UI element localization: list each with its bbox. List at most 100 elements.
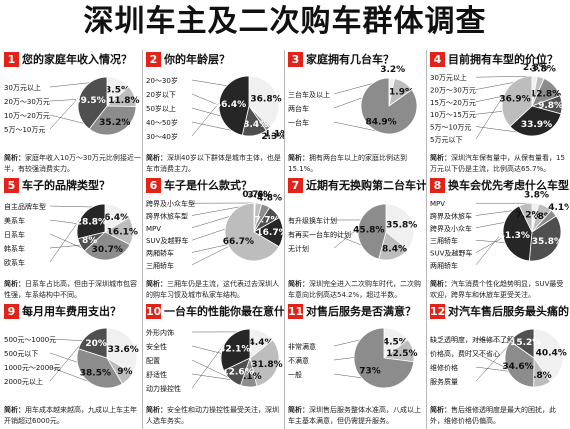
panel-note: 简析：三厢车仍是主流，这代表过去深圳人的购车习惯及城市私家车结构。 [146,279,283,303]
note-text: 深圳40岁以下群体是城市主体，也是车市消费主力。 [146,154,281,173]
note-label: 简析： [146,280,167,288]
panel-note: 简析：售后维修透明度是最大的困扰，此外，维修价格仍偏高。 [430,405,568,429]
question-title: 对汽车售后服务最头痛的是？ [448,303,569,320]
question-title: 每月用车费用支出？ [22,303,121,320]
note-label: 简析： [146,406,167,414]
survey-panel-12: 12对汽车售后服务最头痛的是？40.4%缺乏透明度，对维修不了解9.8%价格高，… [428,302,569,429]
pie-chart: 3.8%MPV7.8%跨界及休旅车4.1%跨界及小众车35.8%三厢轿车41.3… [428,194,569,280]
slice-value-label: 41.3% [499,231,530,241]
category-label: 20～30岁 [146,76,178,85]
category-label: 两厢轿车 [430,261,458,270]
note-label: 简析： [4,406,25,414]
panel-note: 简析：汽车消费个性化趋势明显，SUV最受欢迎，跨界车和休旅车更受关注。 [430,279,568,303]
panel-note: 简析：拥有两台车以上的家庭比例达到15.1%。 [288,153,425,177]
slice-value-label: 3.2% [380,65,405,75]
category-label: 缺乏透明度，对维修不了解 [430,335,514,344]
slice-value-label: 36.8% [250,95,281,105]
slice-value-label: 45.8% [353,226,384,236]
slice-value-label: 39.5% [74,96,105,106]
category-label: 1000元～2000元 [4,364,61,372]
note-label: 简析： [430,280,451,288]
note-label: 简析： [4,154,25,162]
slice-value-label: 36.9% [499,95,530,105]
panel-note: 简析：用车成本越来越高，九成以上车主年开销超过6000元。 [4,405,141,429]
pie-chart: 33.6%500元～1000元7.9%500元以下38.5%1000元～2000… [2,320,143,406]
slice-value-label: 33.9% [521,120,552,130]
category-label: 跨界休旅车型 [146,212,188,221]
category-label: 安全性 [146,342,167,351]
panel-note: 简析：深圳40岁以下群体是城市主体，也是车市消费主力。 [146,153,283,177]
slice-value-label: 11.8% [108,96,139,106]
question-title: 车子是什么款式？ [164,177,252,194]
slice-value-label: 66.7% [223,237,254,247]
slice-value-label: 30.7% [92,245,123,255]
slice-value-label: 32.1% [219,344,250,354]
pie-chart: 14.4%外形内饰31.8%安全性9.1%配置12.6%舒适性32.1%动力操控… [144,320,285,406]
question-number-badge: 3 [288,52,303,67]
slice-value-label: 3.8% [531,65,556,75]
category-label: 美系车 [4,216,25,225]
category-label: 价格高，费时又不省心 [430,349,500,358]
category-label: SUV及越野车 [430,249,472,258]
question-number-badge: 8 [430,178,445,193]
slice-value-label: 3.8% [524,190,549,200]
category-label: 30～40岁 [146,132,178,141]
category-label: 服务质量 [430,377,458,386]
category-label: 日系车 [4,230,25,239]
slice-value-label: 35.8% [386,221,417,231]
category-label: 30万元以上 [4,83,41,92]
category-label: 20万～30万元 [430,87,476,95]
slice-value-label: 35.8% [532,237,563,247]
question-title: 对售后服务是否满意？ [306,303,416,320]
category-label: 无计划 [288,244,309,253]
category-label: 2000元以上 [4,377,43,386]
category-label: 外形内饰 [146,328,174,337]
slice-value-label: 84.9% [365,117,396,127]
question-title: 车子的品牌类型？ [22,177,110,194]
question-number-badge: 5 [4,178,19,193]
slice-value-label: 73% [359,366,381,376]
question-number-badge: 2 [146,52,161,67]
category-label: 有升级换车计划 [288,216,337,225]
leader-line [334,374,362,378]
note-label: 简析： [146,154,167,162]
slice-value-label: 33.6% [108,345,139,355]
category-label: 自主品牌车型 [4,202,46,211]
question-number-badge: 9 [4,304,19,319]
question-title: 你的年龄层？ [164,51,230,68]
category-label: MPV [146,225,161,233]
slice-value-label: 31.8% [251,360,282,370]
category-label: 500元～1000元 [4,336,56,344]
category-label: MPV [430,200,445,208]
category-label: 三台车及以上 [288,90,330,99]
leader-line [192,246,229,264]
category-label: 三厢轿车 [146,261,174,270]
category-label: 一般 [288,370,302,379]
category-label: 跨界及小众车型 [146,199,195,208]
note-label: 简析： [4,280,25,288]
slice-value-label: 7.2% [516,211,541,221]
note-label: 简析： [430,406,451,414]
category-label: SUV及越野车 [146,236,188,245]
category-label: 500元以下 [4,350,38,358]
category-label: 30万元以上 [430,73,467,82]
slice-value-label: 38.5% [80,369,111,379]
slice-value-label: 2.3% [261,132,285,142]
question-number-badge: 11 [288,304,303,319]
category-label: 配置 [146,357,160,365]
page-title: 深圳车主及二次购车群体调查 [0,0,570,44]
category-label: 一台车 [288,118,309,127]
slice-value-label: 28.8% [76,217,107,227]
